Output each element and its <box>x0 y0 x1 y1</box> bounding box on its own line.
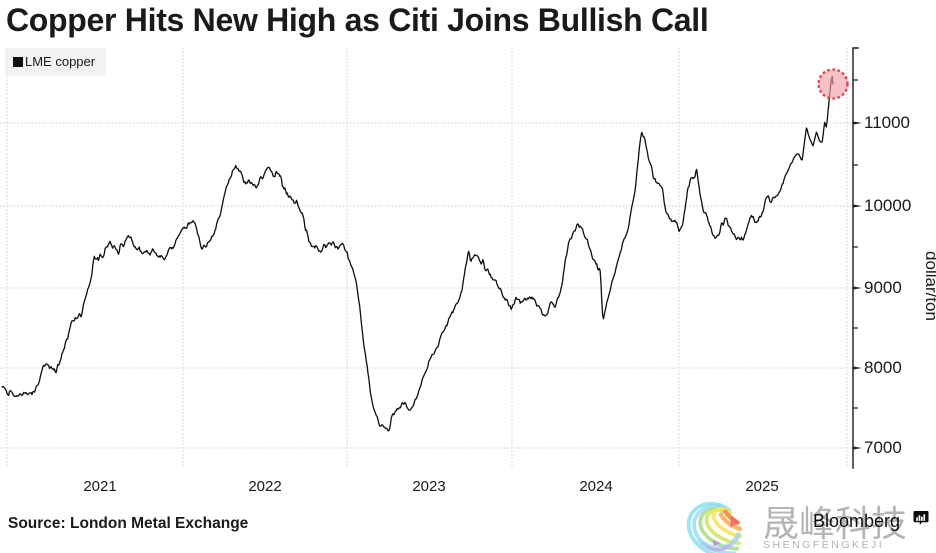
svg-text:7000: 7000 <box>864 438 902 457</box>
svg-text:dollar/ton: dollar/ton <box>922 251 936 321</box>
svg-text:11000: 11000 <box>864 113 910 132</box>
svg-text:10000: 10000 <box>864 196 911 215</box>
svg-text:9000: 9000 <box>864 278 902 297</box>
svg-text:2021: 2021 <box>83 478 116 495</box>
svg-text:2022: 2022 <box>248 478 281 495</box>
svg-text:2023: 2023 <box>412 478 445 495</box>
svg-text:SHENGFENGKEJI: SHENGFENGKEJI <box>763 539 884 551</box>
svg-text:8000: 8000 <box>864 358 902 377</box>
svg-text:2024: 2024 <box>579 478 612 495</box>
